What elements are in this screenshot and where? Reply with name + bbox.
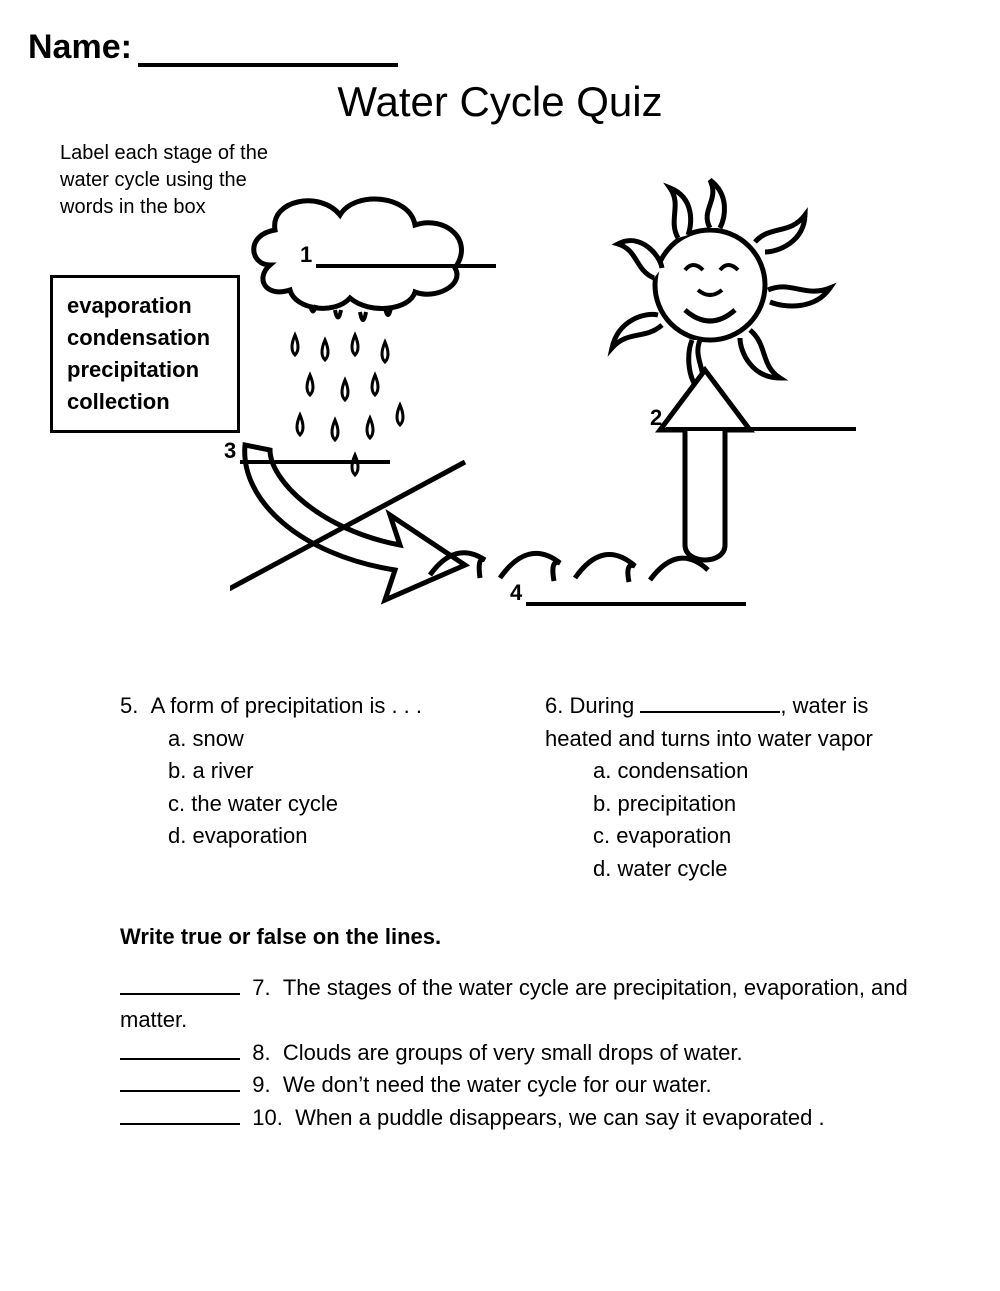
mc-option[interactable]: d. water cycle	[593, 853, 930, 886]
diagram-blank-4[interactable]	[526, 586, 746, 606]
tf-num: 10.	[252, 1105, 283, 1130]
q6-prompt: 6. During , water is heated and turns in…	[545, 690, 930, 755]
diagram-label-1: 1	[300, 242, 496, 268]
worksheet-page: Name: Water Cycle Quiz Label each stage …	[0, 0, 1000, 1291]
tf-text: When a puddle disappears, we can say it …	[295, 1105, 825, 1130]
q5-options: a. snow b. a river c. the water cycle d.…	[120, 723, 505, 853]
q6-blank[interactable]	[640, 695, 780, 713]
mc-option[interactable]: a. snow	[168, 723, 505, 756]
tf-blank[interactable]	[120, 1042, 240, 1060]
tf-blank[interactable]	[120, 977, 240, 995]
tf-heading: Write true or false on the lines.	[120, 921, 930, 954]
tf-item-9: 9. We don’t need the water cycle for our…	[120, 1069, 930, 1102]
diagram-label-num: 2	[650, 405, 662, 431]
mc-option[interactable]: c. evaporation	[593, 820, 930, 853]
mc-row: 5. A form of precipitation is . . . a. s…	[120, 690, 930, 885]
tf-text: Clouds are groups of very small drops of…	[283, 1040, 743, 1065]
diagram-label-num: 4	[510, 580, 522, 606]
wordbank-item: evaporation	[67, 290, 223, 322]
tf-item-7: 7. The stages of the water cycle are pre…	[120, 972, 930, 1037]
q5-prompt: 5. A form of precipitation is . . .	[120, 690, 505, 723]
tf-blank[interactable]	[120, 1074, 240, 1092]
diagram-label-num: 1	[300, 242, 312, 268]
diagram-blank-3[interactable]	[240, 444, 390, 464]
mc-option[interactable]: a. condensation	[593, 755, 930, 788]
q6-prompt-before: 6. During	[545, 693, 640, 718]
mc-option[interactable]: d. evaporation	[168, 820, 505, 853]
tf-num: 8.	[252, 1040, 270, 1065]
mc-option[interactable]: b. precipitation	[593, 788, 930, 821]
mc-option[interactable]: b. a river	[168, 755, 505, 788]
tf-item-8: 8. Clouds are groups of very small drops…	[120, 1037, 930, 1070]
name-label: Name:	[28, 28, 132, 67]
question-5: 5. A form of precipitation is . . . a. s…	[120, 690, 505, 885]
diagram-blank-1[interactable]	[316, 248, 496, 268]
question-6: 6. During , water is heated and turns in…	[545, 690, 930, 885]
page-title: Water Cycle Quiz	[0, 78, 1000, 126]
questions-section: 5. A form of precipitation is . . . a. s…	[120, 690, 930, 1135]
name-row: Name:	[28, 28, 398, 67]
tf-blank[interactable]	[120, 1107, 240, 1125]
sun-icon	[612, 180, 830, 392]
word-bank-box: evaporation condensation precipitation c…	[50, 275, 240, 433]
water-cycle-diagram: 1 2 3 4	[230, 170, 930, 640]
tf-num: 7.	[252, 975, 270, 1000]
tf-num: 9.	[252, 1072, 270, 1097]
diagram-label-4: 4	[510, 580, 746, 606]
tf-text: We don’t need the water cycle for our wa…	[283, 1072, 712, 1097]
wordbank-item: collection	[67, 386, 223, 418]
diagram-label-2: 2	[650, 405, 856, 431]
q6-options: a. condensation b. precipitation c. evap…	[545, 755, 930, 885]
diagram-label-3: 3	[224, 438, 390, 464]
mc-option[interactable]: c. the water cycle	[168, 788, 505, 821]
name-input-line[interactable]	[138, 35, 398, 67]
tf-item-10: 10. When a puddle disappears, we can say…	[120, 1102, 930, 1135]
diagram-label-num: 3	[224, 438, 236, 464]
wordbank-item: condensation	[67, 322, 223, 354]
arrow-up-icon	[660, 370, 750, 560]
waves-icon	[430, 553, 708, 582]
wordbank-item: precipitation	[67, 354, 223, 386]
diagram-blank-2[interactable]	[666, 411, 856, 431]
